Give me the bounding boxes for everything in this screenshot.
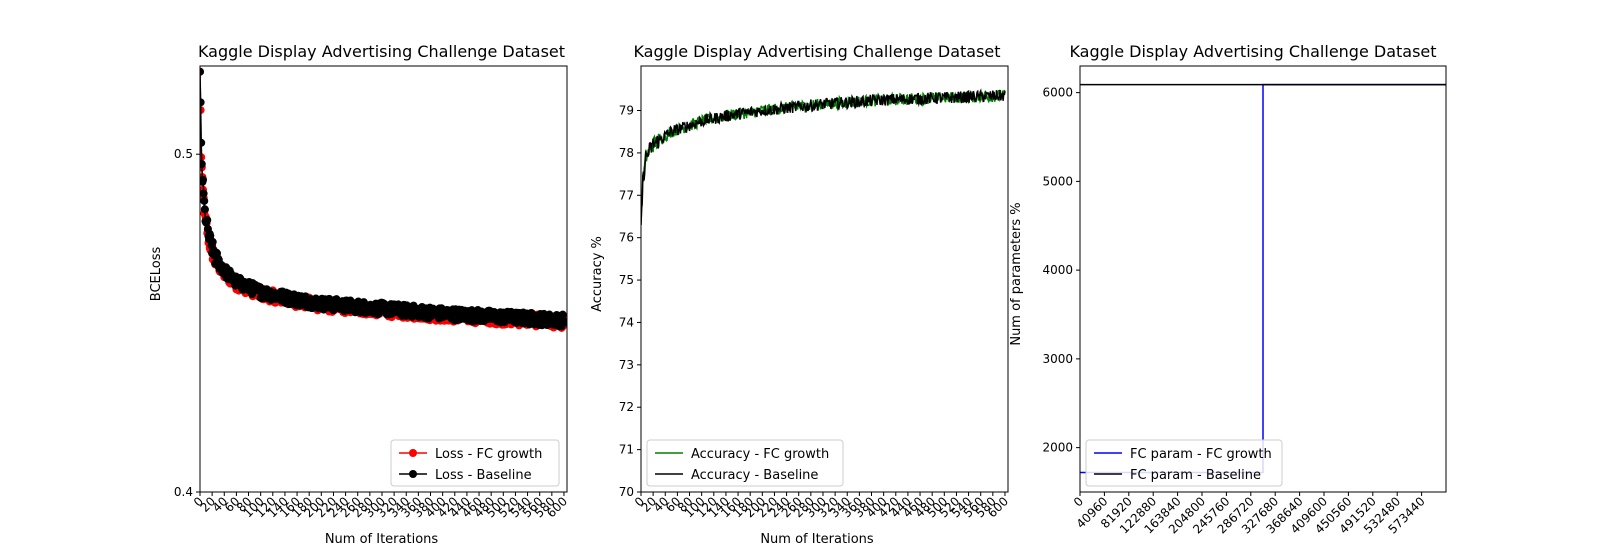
- y-tick-label: 5000: [1042, 174, 1073, 188]
- data-point: [559, 317, 567, 326]
- loss-axes-frame: [199, 65, 568, 493]
- accuracy-chart-ylabel: Accuracy %: [590, 236, 605, 312]
- y-tick-label: 76: [619, 231, 634, 245]
- y-tick-label: 78: [619, 146, 634, 160]
- legend-label: FC param - Baseline: [1130, 468, 1261, 483]
- y-tick-label: 75: [619, 273, 634, 287]
- y-tick-label: 0.5: [174, 147, 193, 161]
- data-point: [200, 196, 209, 205]
- legend-label: Accuracy - FC growth: [691, 447, 829, 462]
- y-tick-label: 73: [619, 358, 634, 372]
- legend-marker: [409, 470, 417, 478]
- x-tick-label: 0: [1071, 494, 1086, 509]
- series-params-0-line: [1080, 83, 1446, 474]
- params-chart-title: Kaggle Display Advertising Challenge Dat…: [1069, 42, 1436, 61]
- y-tick-label: 74: [619, 315, 634, 329]
- params-chart-ylabel: Num of parameters %: [1009, 202, 1024, 345]
- legend-label: Accuracy - Baseline: [691, 468, 818, 483]
- series-loss-1-markers: [200, 67, 567, 331]
- y-tick-label: 77: [619, 188, 634, 202]
- legend-label: Loss - FC growth: [435, 447, 542, 462]
- params-chart: Kaggle Display Advertising Challenge Dat…: [1009, 42, 1447, 537]
- series-accuracy-1-line: [641, 88, 1006, 225]
- loss-chart-xlabel: Num of Iterations: [325, 532, 439, 547]
- legend-label: Loss - Baseline: [435, 468, 532, 483]
- legend-label: FC param - FC growth: [1130, 447, 1272, 462]
- accuracy-chart-title: Kaggle Display Advertising Challenge Dat…: [633, 42, 1000, 61]
- data-point: [200, 175, 208, 184]
- data-point: [203, 216, 212, 225]
- accuracy-chart-xlabel: Num of Iterations: [760, 532, 874, 547]
- y-tick-label: 3000: [1042, 352, 1073, 366]
- legend-marker: [409, 449, 417, 457]
- y-tick-label: 6000: [1042, 86, 1073, 100]
- y-tick-label: 2000: [1042, 441, 1073, 455]
- accuracy-chart: Kaggle Display Advertising Challenge Dat…: [590, 42, 1011, 547]
- accuracy-legend-box: [646, 439, 844, 487]
- data-point: [200, 189, 208, 198]
- accuracy-axes-frame: [640, 65, 1009, 493]
- loss-chart: Kaggle Display Advertising Challenge Dat…: [149, 42, 570, 547]
- data-point: [200, 160, 206, 169]
- data-point: [200, 138, 206, 147]
- loss-chart-title: Kaggle Display Advertising Challenge Dat…: [198, 42, 565, 61]
- y-tick-label: 71: [619, 443, 634, 457]
- y-tick-label: 79: [619, 104, 634, 118]
- y-tick-label: 4000: [1042, 263, 1073, 277]
- data-point: [200, 205, 209, 214]
- y-tick-label: 0.4: [174, 485, 193, 499]
- params-legend-box: [1085, 439, 1283, 487]
- data-point: [200, 98, 205, 107]
- y-tick-label: 70: [619, 485, 634, 499]
- data-point: [200, 67, 204, 76]
- data-point: [558, 310, 567, 319]
- loss-legend-box: [390, 439, 560, 487]
- loss-chart-ylabel: BCELoss: [149, 247, 164, 302]
- y-tick-label: 72: [619, 400, 634, 414]
- params-axes-frame: [1079, 65, 1447, 493]
- series-accuracy-0-line: [641, 89, 1006, 225]
- data-point: [208, 238, 217, 247]
